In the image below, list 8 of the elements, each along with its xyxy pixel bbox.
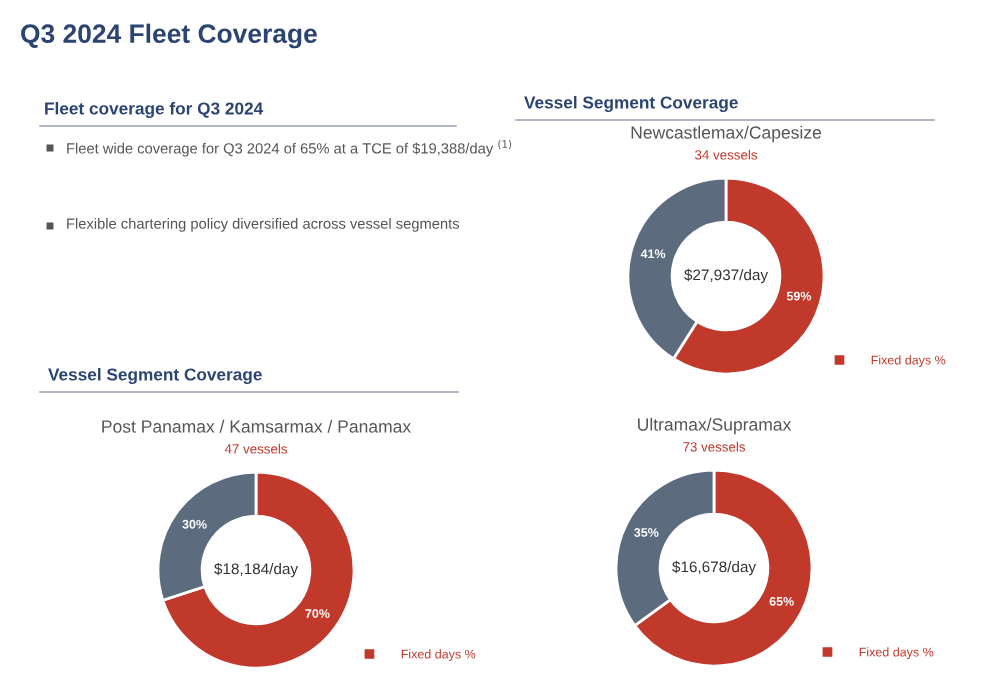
chart-title: Post Panamax / Kamsarmax / Panamax: [102, 419, 411, 433]
chart-title: Newcastlemax/Capesize: [631, 125, 822, 143]
text: Fleet coverage for Q3 2024: [45, 101, 264, 119]
text: Vessel Segment Coverage: [48, 367, 262, 385]
text: Q3 2024 Fleet Coverage: [21, 23, 317, 49]
text: Vessel Segment Coverage: [524, 95, 738, 113]
chart-title: Ultramax/Supramax: [638, 417, 792, 435]
donut-slice: [161, 470, 356, 670]
